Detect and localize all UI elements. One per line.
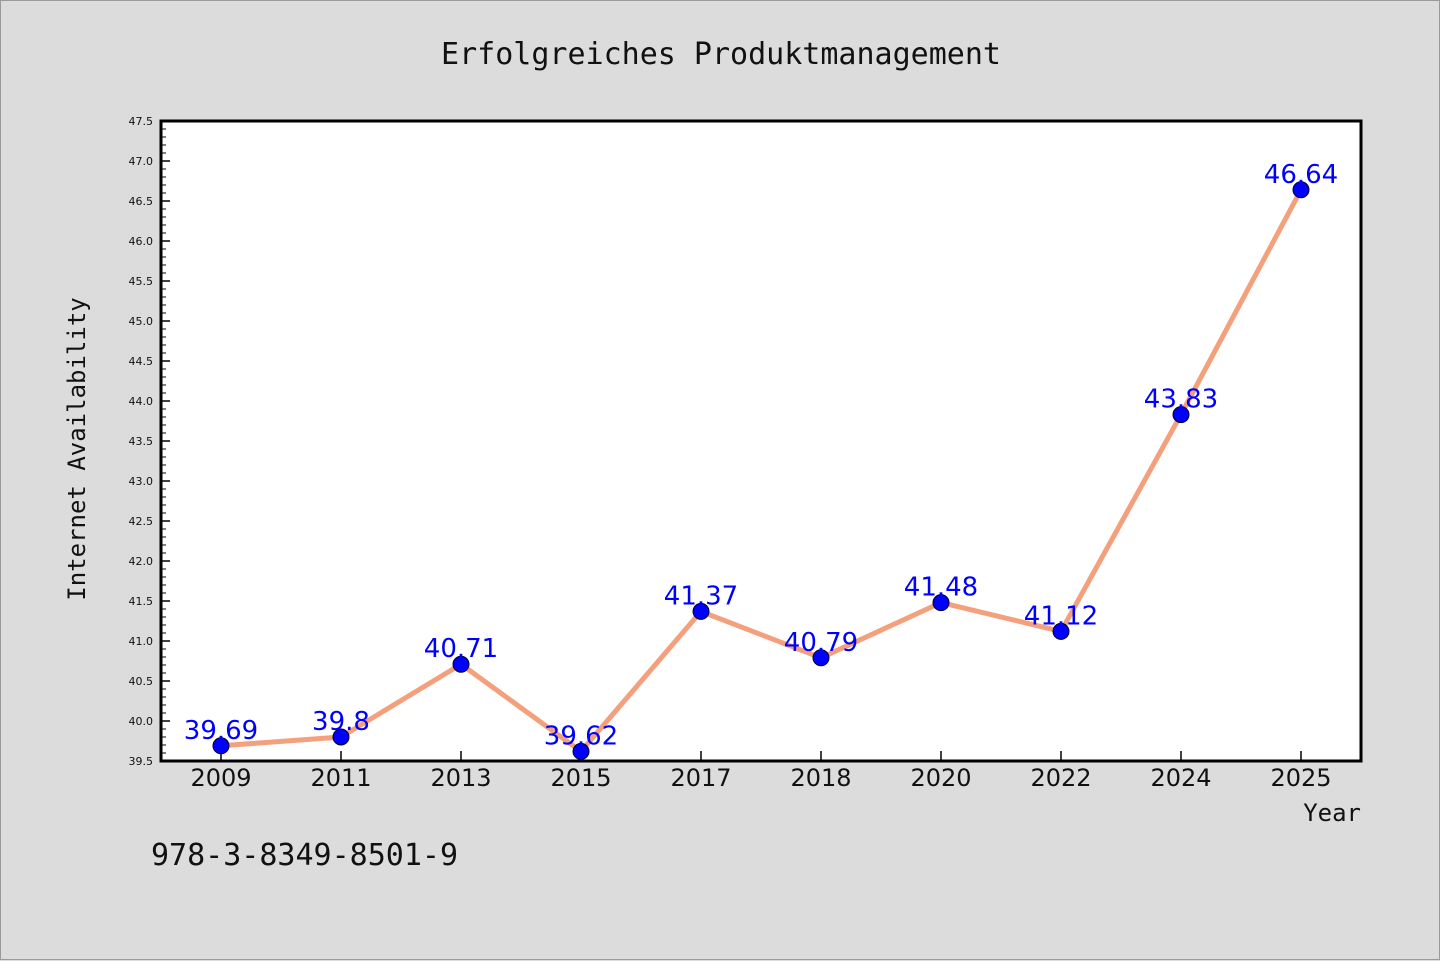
x-tick-label: 2009 <box>190 764 251 792</box>
x-tick-label: 2020 <box>910 764 971 792</box>
y-tick-label: 40.0 <box>129 715 154 728</box>
x-tick-label: 2022 <box>1030 764 1091 792</box>
data-label: 39.8 <box>312 707 370 737</box>
data-point <box>1052 622 1070 640</box>
data-point <box>1172 406 1190 424</box>
data-label: 43.83 <box>1144 385 1218 415</box>
data-point <box>1292 181 1310 199</box>
data-label: 46.64 <box>1264 160 1338 190</box>
x-tick-label: 2025 <box>1270 764 1331 792</box>
x-tick-label: 2015 <box>550 764 611 792</box>
data-label: 41.48 <box>904 573 978 603</box>
data-label: 41.37 <box>664 581 738 611</box>
data-label: 39.69 <box>184 716 258 746</box>
y-axis: 39.5 40.0 40.5 41.0 41.5 42.0 42.5 43.0 43.5 44.0… <box>129 115 170 768</box>
data-point <box>212 737 230 755</box>
y-tick-label: 45.0 <box>129 315 154 328</box>
y-tick-label: 44.0 <box>129 395 154 408</box>
data-label: 39.62 <box>544 721 618 751</box>
y-axis-title: Internet Availability <box>63 297 91 600</box>
x-tick-label: 2018 <box>790 764 851 792</box>
series-line <box>218 187 1304 754</box>
y-tick-label: 46.5 <box>129 195 154 208</box>
isbn-footer: 978-3-8349-8501-9 <box>151 838 458 873</box>
data-label: 40.79 <box>784 628 858 658</box>
y-tick-label: 42.5 <box>129 515 154 528</box>
y-tick-label: 43.0 <box>129 475 154 488</box>
data-point <box>452 655 470 673</box>
y-tick-label: 44.5 <box>129 355 154 368</box>
chart-title: Erfolgreiches Produktmanagement <box>441 37 1001 72</box>
plot-area <box>159 119 1363 763</box>
data-point <box>812 649 830 667</box>
data-label: 40.71 <box>424 634 498 664</box>
x-tick-label: 2024 <box>1150 764 1211 792</box>
x-axis: 2009 2011 2013 2015 2017 2018 2020 2022 2024 2025 <box>190 751 1332 792</box>
x-axis-title: Year <box>1303 799 1361 827</box>
data-label: 41.12 <box>1024 601 1098 631</box>
y-tick-label: 42.0 <box>129 555 154 568</box>
y-tick-label: 45.5 <box>129 275 154 288</box>
series-layer <box>212 181 1310 760</box>
data-point <box>932 594 950 612</box>
y-tick-label: 41.0 <box>129 635 154 648</box>
y-tick-label: 39.5 <box>129 755 154 768</box>
data-point <box>572 742 590 760</box>
x-tick-label: 2013 <box>430 764 491 792</box>
y-tick-label: 47.5 <box>129 115 154 128</box>
y-tick-label: 46.0 <box>129 235 154 248</box>
y-tick-label: 43.5 <box>129 435 154 448</box>
data-labels: 39.69 39.8 40.71 39.62 41.37 40.79 41.48 41.12 4… <box>184 160 1338 752</box>
x-tick-label: 2011 <box>310 764 371 792</box>
y-tick-label: 41.5 <box>129 595 154 608</box>
data-point <box>692 602 710 620</box>
x-tick-label: 2017 <box>670 764 731 792</box>
data-point <box>332 728 350 746</box>
y-tick-label: 47.0 <box>129 155 154 168</box>
y-tick-label: 40.5 <box>129 675 154 688</box>
